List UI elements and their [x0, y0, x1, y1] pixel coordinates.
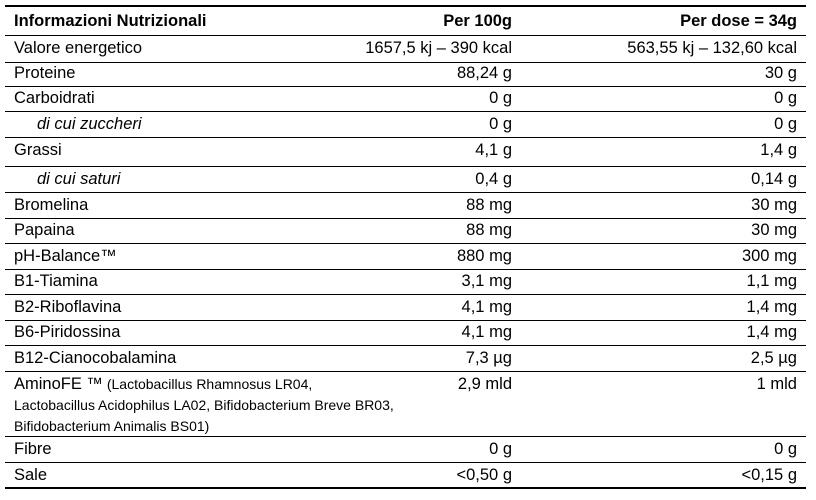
- row-divider: [5, 111, 806, 112]
- row-name: B6-Piridossina: [14, 323, 121, 341]
- row-value-per-dose: 563,55 kj – 132,60 kcal: [627, 39, 797, 57]
- row-divider: [5, 320, 806, 321]
- row-value-per-100g: 4,1 g: [475, 141, 512, 159]
- row-value-per-dose: 1,4 g: [760, 141, 797, 159]
- row-value-per-dose: 30 mg: [751, 221, 797, 239]
- row-name: pH-Balance™: [14, 247, 117, 265]
- row-divider: [5, 243, 806, 244]
- row-value-per-dose: 300 mg: [741, 247, 797, 265]
- row-value-per-dose: 0,14 g: [751, 170, 797, 188]
- row-value-per-100g: 88,24 g: [456, 64, 512, 82]
- row-divider: [5, 345, 806, 346]
- row-name: Bromelina: [14, 196, 89, 214]
- row-name: AminoFE ™: [14, 375, 103, 393]
- row-divider: [5, 192, 806, 193]
- header-per-dose: Per dose = 34g: [680, 12, 797, 30]
- row-value-per-dose: 1 mld: [756, 375, 797, 393]
- row-divider: [5, 462, 806, 463]
- row-value-per-100g: 4,1 mg: [461, 298, 512, 316]
- row-value-per-100g: 4,1 mg: [461, 323, 512, 341]
- table-bottom-rule: [5, 487, 806, 489]
- header-rule: [5, 35, 806, 36]
- row-divider: [5, 436, 806, 437]
- row-value-per-100g: <0,50 g: [456, 466, 512, 484]
- row-divider: [5, 218, 806, 219]
- row-value-per-100g: 3,1 mg: [461, 272, 512, 290]
- table-top-rule: [5, 5, 806, 7]
- header-label: Informazioni Nutrizionali: [14, 12, 207, 30]
- row-value-per-100g: 7,3 µg: [465, 349, 512, 367]
- row-value-per-dose: 30 g: [764, 64, 797, 82]
- row-value-per-100g: 2,9 mld: [457, 375, 512, 393]
- row-name-with-note: AminoFE ™ (Lactobacillus Rhamnosus LR04,…: [14, 374, 394, 437]
- row-value-per-100g: 0 g: [489, 440, 512, 458]
- row-name: B12-Cianocobalamina: [14, 349, 177, 367]
- row-value-per-dose: 0 g: [774, 89, 797, 107]
- row-divider: [5, 86, 806, 87]
- row-divider: [5, 294, 806, 295]
- row-divider: [5, 166, 806, 167]
- row-value-per-100g: 88 mg: [466, 196, 512, 214]
- row-value-per-100g: 0 g: [489, 89, 512, 107]
- row-value-per-100g: 0 g: [489, 115, 512, 133]
- header-per-100g: Per 100g: [443, 12, 512, 30]
- row-value-per-dose: 1,1 mg: [746, 272, 797, 290]
- row-divider: [5, 62, 806, 63]
- row-value-per-dose: <0,15 g: [741, 466, 797, 484]
- row-value-per-dose: 0 g: [774, 440, 797, 458]
- row-divider: [5, 137, 806, 138]
- row-name: Carboidrati: [14, 89, 95, 107]
- row-name: B1-Tiamina: [14, 272, 98, 290]
- row-divider: [5, 269, 806, 270]
- row-value-per-dose: 1,4 mg: [746, 298, 797, 316]
- row-name: Papaina: [14, 221, 75, 239]
- row-note: (Lactobacillus Rhamnosus LR04, Lactobaci…: [14, 376, 394, 434]
- row-value-per-100g: 88 mg: [466, 221, 512, 239]
- row-name: Valore energetico: [14, 39, 143, 57]
- row-value-per-dose: 0 g: [774, 115, 797, 133]
- row-value-per-dose: 2,5 µg: [750, 349, 797, 367]
- row-value-per-100g: 1657,5 kj – 390 kcal: [365, 39, 512, 57]
- row-name: Proteine: [14, 64, 76, 82]
- row-name: Sale: [14, 466, 48, 484]
- row-name: di cui zuccheri: [37, 115, 142, 133]
- row-value-per-dose: 1,4 mg: [746, 323, 797, 341]
- row-name: B2-Riboflavina: [14, 298, 122, 316]
- row-value-per-100g: 880 mg: [456, 247, 512, 265]
- row-value-per-100g: 0,4 g: [475, 170, 512, 188]
- row-name: di cui saturi: [37, 170, 121, 188]
- row-name: Fibre: [14, 440, 52, 458]
- row-name: Grassi: [14, 141, 62, 159]
- row-value-per-dose: 30 mg: [751, 196, 797, 214]
- row-divider: [5, 371, 806, 372]
